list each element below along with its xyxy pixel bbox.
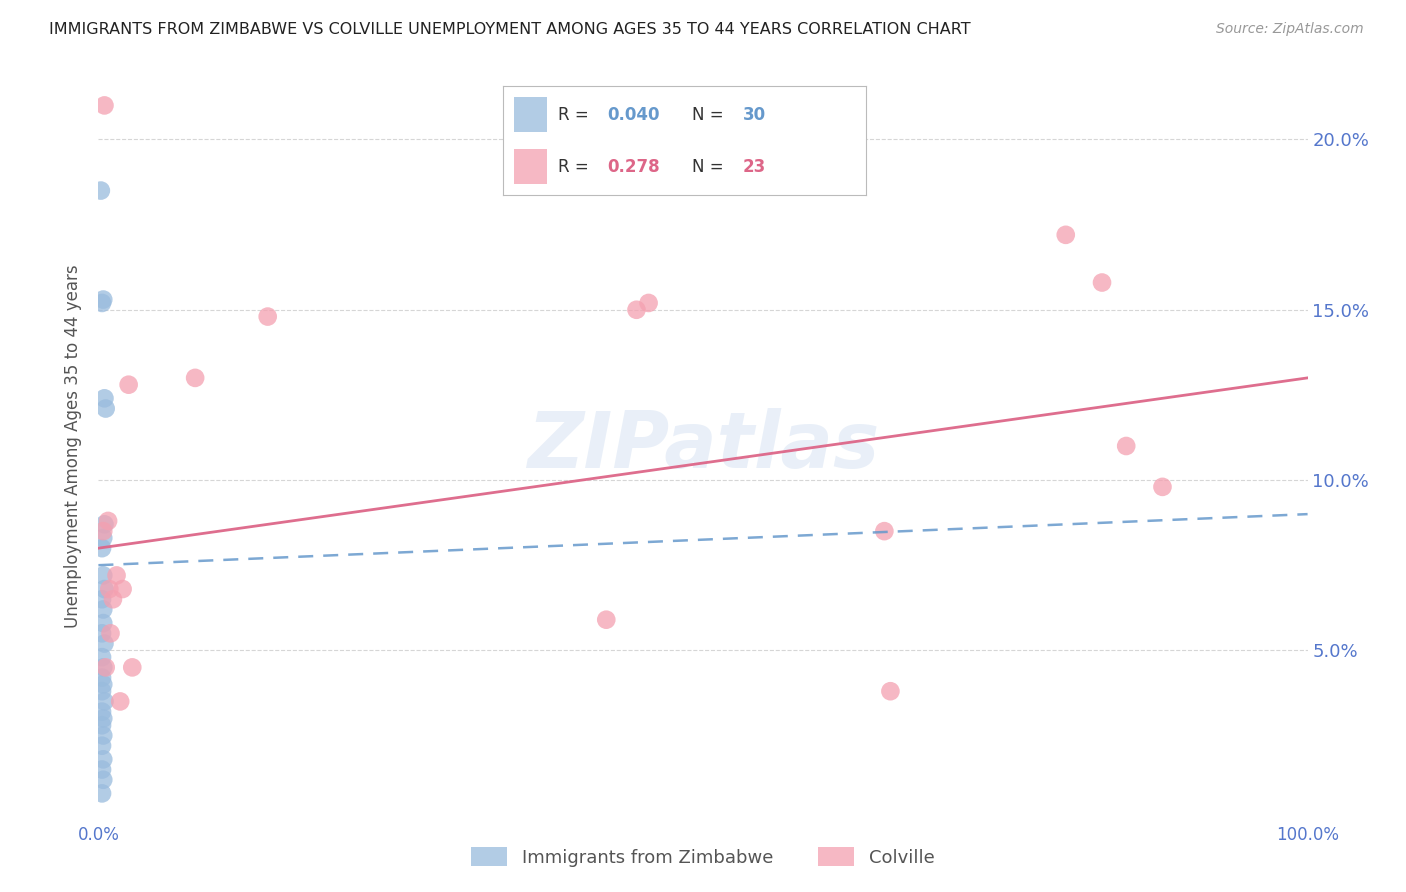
Point [256,310,278,324]
Y-axis label: Unemployment Among Ages 35 to 44 years: Unemployment Among Ages 35 to 44 years [65,264,83,628]
Point [91,541,114,556]
Point [91,616,114,631]
Point [1091,276,1114,290]
Point [91,772,114,787]
Point [91,524,114,538]
Point [873,524,896,538]
Point [1115,439,1137,453]
Point [91,718,114,732]
Point [93,98,115,112]
Point [93,636,115,650]
Point [91,684,114,698]
Point [1054,227,1077,242]
Point [91,650,114,665]
Point [91,677,114,691]
Point [111,582,134,596]
Text: IMMIGRANTS FROM ZIMBABWE VS COLVILLE UNEMPLOYMENT AMONG AGES 35 TO 44 YEARS CORR: IMMIGRANTS FROM ZIMBABWE VS COLVILLE UNE… [49,22,970,37]
Point [98,582,121,596]
Point [93,392,115,406]
Point [118,377,141,392]
Point [91,729,114,743]
Legend: Immigrants from Zimbabwe, Colville: Immigrants from Zimbabwe, Colville [464,840,942,874]
Point [91,752,114,766]
Point [637,296,659,310]
Point [100,626,122,640]
Point [93,517,115,532]
Point [91,711,114,725]
Text: ZIPatlas: ZIPatlas [527,408,879,484]
Point [879,684,901,698]
Point [108,694,131,708]
Point [1152,480,1174,494]
Point [91,531,114,545]
Point [94,660,117,674]
Point [94,401,117,416]
Point [91,660,114,674]
Point [91,786,114,800]
Point [97,514,120,528]
Point [91,626,114,640]
Point [91,705,114,719]
Point [91,293,114,307]
Point [121,660,143,674]
Point [626,302,648,317]
Point [91,602,114,616]
Text: Source: ZipAtlas.com: Source: ZipAtlas.com [1216,22,1364,37]
Point [91,763,114,777]
Point [184,371,207,385]
Point [93,582,115,596]
Point [91,671,114,685]
Point [595,613,617,627]
Point [91,568,114,582]
Point [101,592,124,607]
Point [93,694,115,708]
Point [91,296,114,310]
Point [105,568,128,582]
Point [91,592,114,607]
Point [91,739,114,753]
Point [90,184,112,198]
